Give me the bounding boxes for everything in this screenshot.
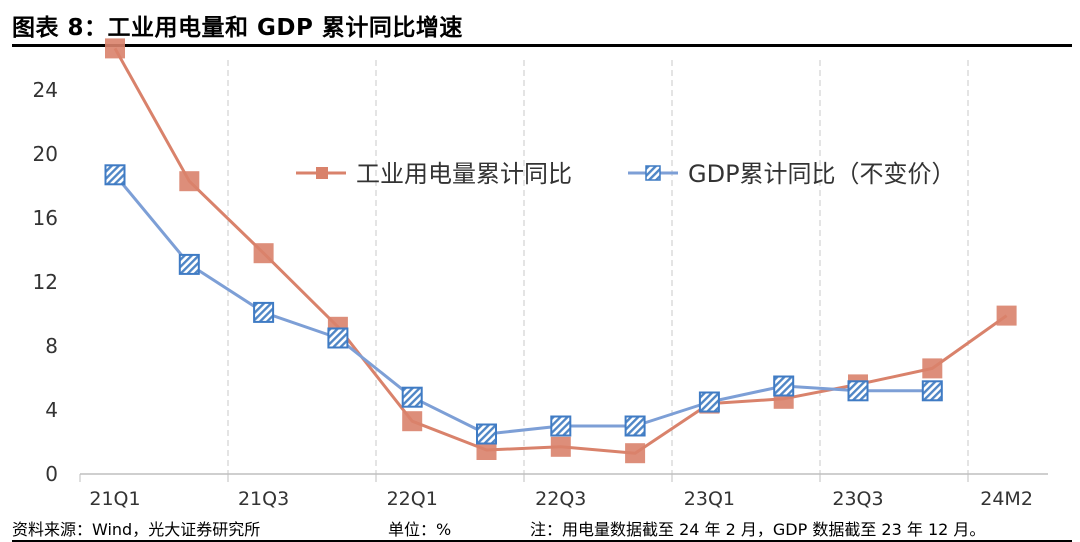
power-marker <box>996 305 1017 326</box>
gdp-marker <box>178 253 200 275</box>
power-marker <box>922 358 943 379</box>
y-tick-label: 24 <box>33 78 58 102</box>
power-marker <box>625 443 646 464</box>
chart-title: 图表 8：工业用电量和 GDP 累计同比增速 <box>12 15 463 41</box>
x-tick-label: 21Q1 <box>89 488 140 510</box>
y-tick-label: 4 <box>45 398 58 422</box>
y-tick-label: 8 <box>45 334 58 358</box>
power-marker <box>402 411 423 432</box>
source-note: 资料来源：Wind，光大证券研究所 <box>12 520 261 539</box>
gdp-marker <box>104 164 126 186</box>
series-line-power <box>113 47 1008 455</box>
y-tick-label: 0 <box>45 462 58 486</box>
y-tick-label: 16 <box>33 206 58 230</box>
gdp-marker <box>921 380 943 402</box>
gdp-marker <box>550 415 572 437</box>
gdp-marker <box>401 386 423 408</box>
x-tick-label: 21Q3 <box>238 488 289 510</box>
gdp-marker <box>698 391 720 413</box>
x-tick-label: 22Q3 <box>535 488 586 510</box>
series-line-gdp <box>113 173 933 436</box>
data-note: 注：用电量数据截至 24 年 2 月，GDP 数据截至 23 年 12 月。 <box>530 520 986 539</box>
gdp-marker <box>253 301 275 323</box>
gdp-marker <box>476 423 497 445</box>
gdp-marker <box>624 415 646 437</box>
power-marker <box>476 440 497 460</box>
power-marker <box>253 243 274 264</box>
y-tick-label: 12 <box>33 270 58 294</box>
power-marker <box>179 171 200 192</box>
y-tick-label: 20 <box>33 142 58 166</box>
footer-divider <box>12 540 1072 542</box>
unit-note: 单位：% <box>388 520 452 539</box>
title-divider <box>12 44 1072 47</box>
x-tick-label: 24M2 <box>980 488 1033 510</box>
legend-swatch-power <box>316 167 328 179</box>
x-tick-label: 23Q3 <box>832 488 883 510</box>
legend-swatch-gdp <box>645 165 661 181</box>
power-marker <box>105 38 125 59</box>
x-tick-label: 23Q1 <box>684 488 735 510</box>
legend-label-gdp: GDP累计同比（不变价） <box>688 160 956 188</box>
gdp-marker <box>847 380 869 402</box>
x-tick-label: 22Q1 <box>387 488 438 510</box>
power-marker <box>550 436 571 457</box>
legend-label-power: 工业用电量累计同比 <box>356 160 572 188</box>
gdp-marker <box>327 327 349 349</box>
gdp-marker <box>773 375 795 397</box>
